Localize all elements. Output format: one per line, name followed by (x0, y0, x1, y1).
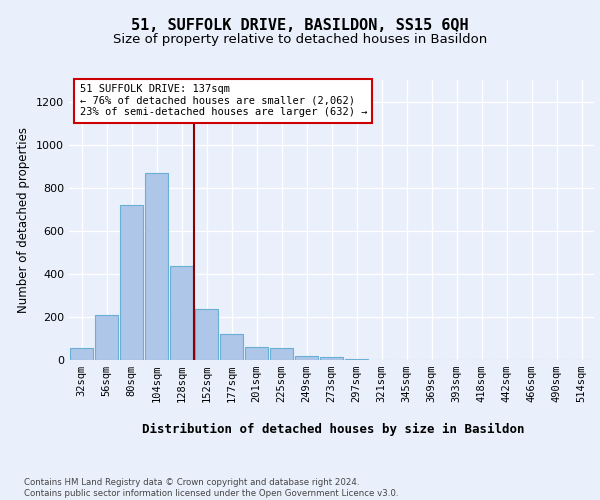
Bar (119, 205, 143, 360)
Y-axis label: Number of detached properties: Number of detached properties (17, 127, 31, 313)
Text: Size of property relative to detached houses in Basildon: Size of property relative to detached ho… (113, 32, 487, 46)
Bar (194, 310, 218, 360)
Text: Distribution of detached houses by size in Basildon: Distribution of detached houses by size … (142, 422, 524, 436)
Bar (170, 266, 193, 360)
Bar (245, 347, 268, 360)
Bar (220, 334, 244, 360)
Bar (70, 348, 94, 360)
Text: 51, SUFFOLK DRIVE, BASILDON, SS15 6QH: 51, SUFFOLK DRIVE, BASILDON, SS15 6QH (131, 18, 469, 32)
Text: Contains HM Land Registry data © Crown copyright and database right 2024.
Contai: Contains HM Land Registry data © Crown c… (24, 478, 398, 498)
Bar (95, 315, 118, 360)
Bar (269, 348, 293, 360)
Text: 51 SUFFOLK DRIVE: 137sqm
← 76% of detached houses are smaller (2,062)
23% of sem: 51 SUFFOLK DRIVE: 137sqm ← 76% of detach… (79, 84, 367, 117)
Bar (295, 356, 319, 360)
Bar (145, 172, 169, 360)
Bar (320, 357, 343, 360)
Bar (344, 359, 368, 360)
